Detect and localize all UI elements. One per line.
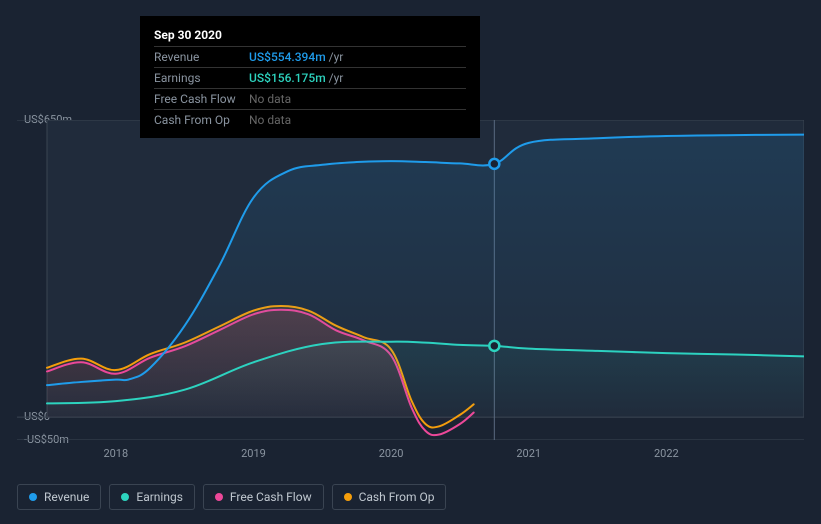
tooltip-row: RevenueUS$554.394m /yr xyxy=(154,46,466,67)
tooltip-row: Cash From OpNo data xyxy=(154,109,466,130)
legend-dot-icon xyxy=(344,493,352,501)
tooltip-nodata: No data xyxy=(249,92,291,106)
legend-label: Earnings xyxy=(136,490,183,504)
tooltip-value: US$156.175m xyxy=(249,71,326,85)
tooltip-unit: /yr xyxy=(329,71,344,85)
x-axis-label: 2022 xyxy=(654,447,679,460)
chart-svg xyxy=(17,120,804,440)
financial-chart: Sep 30 2020 RevenueUS$554.394m /yrEarnin… xyxy=(0,0,821,524)
tooltip-row: Free Cash FlowNo data xyxy=(154,88,466,109)
tooltip-unit: /yr xyxy=(329,50,344,64)
x-axis-labels: 2018 2019 2020 2021 2022 xyxy=(17,447,804,467)
legend-item-revenue[interactable]: Revenue xyxy=(17,484,101,510)
legend-dot-icon xyxy=(29,493,37,501)
legend-label: Revenue xyxy=(44,490,89,504)
legend-dot-icon xyxy=(215,493,223,501)
x-axis-label: 2020 xyxy=(379,447,404,460)
x-axis-label: 2018 xyxy=(103,447,128,460)
tooltip-value: US$554.394m xyxy=(249,50,326,64)
legend-dot-icon xyxy=(121,493,129,501)
x-axis-label: 2019 xyxy=(241,447,266,460)
legend-label: Free Cash Flow xyxy=(230,490,312,504)
chart-tooltip: Sep 30 2020 RevenueUS$554.394m /yrEarnin… xyxy=(140,16,480,138)
legend-item-cash-from-op[interactable]: Cash From Op xyxy=(332,484,447,510)
tooltip-row: EarningsUS$156.175m /yr xyxy=(154,67,466,88)
x-axis-label: 2021 xyxy=(516,447,541,460)
chart-legend: Revenue Earnings Free Cash Flow Cash From O… xyxy=(17,484,446,510)
plot-area[interactable] xyxy=(17,120,804,440)
tooltip-metric-label: Cash From Op xyxy=(154,113,249,127)
legend-label: Cash From Op xyxy=(359,490,435,504)
tooltip-nodata: No data xyxy=(249,113,291,127)
tooltip-metric-label: Free Cash Flow xyxy=(154,92,249,106)
tooltip-metric-label: Revenue xyxy=(154,50,249,64)
legend-item-free-cash-flow[interactable]: Free Cash Flow xyxy=(203,484,324,510)
tooltip-metric-label: Earnings xyxy=(154,71,249,85)
legend-item-earnings[interactable]: Earnings xyxy=(109,484,195,510)
tooltip-date: Sep 30 2020 xyxy=(154,24,466,46)
